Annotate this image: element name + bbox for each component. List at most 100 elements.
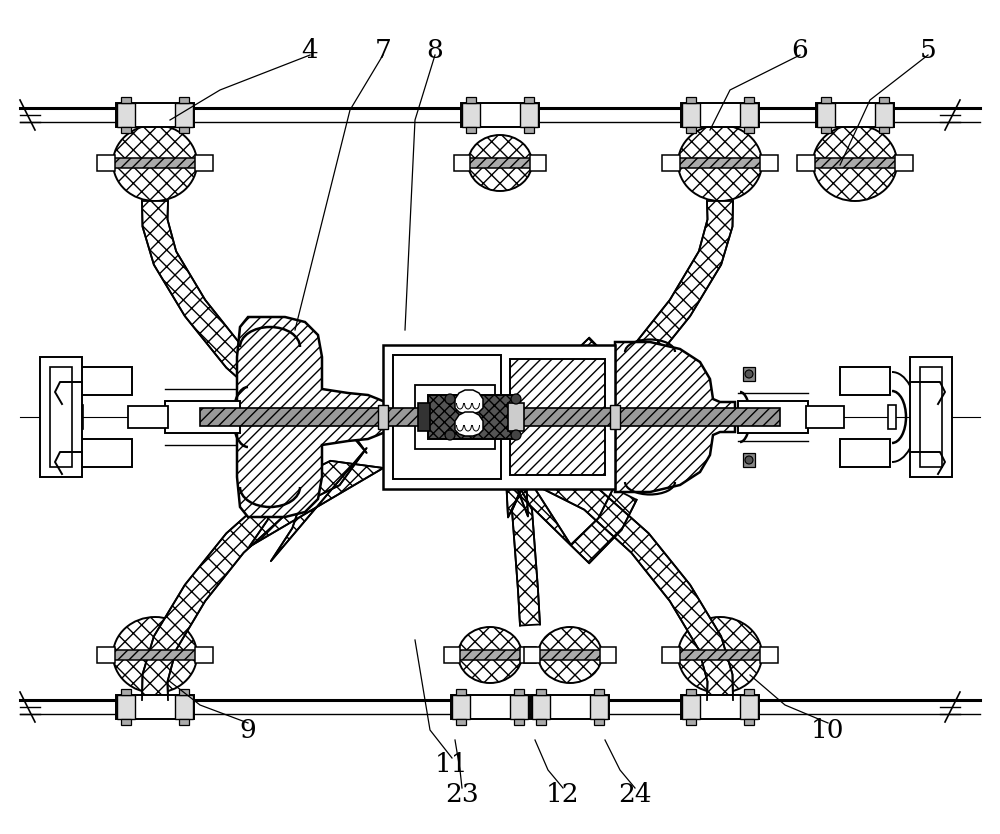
Bar — [895, 155, 913, 171]
Bar — [532, 695, 550, 719]
Bar — [524, 127, 534, 133]
Text: 12: 12 — [546, 782, 580, 807]
Bar — [910, 357, 952, 477]
Bar — [175, 103, 193, 127]
Text: 4: 4 — [302, 38, 318, 63]
Bar — [40, 357, 82, 477]
Bar — [520, 647, 536, 663]
Bar — [536, 719, 546, 725]
Circle shape — [745, 456, 753, 464]
Bar — [594, 719, 604, 725]
Bar — [738, 401, 808, 433]
Bar — [428, 395, 516, 439]
Bar — [514, 719, 524, 725]
Bar — [817, 103, 835, 127]
Bar — [536, 689, 546, 695]
Bar — [20, 700, 980, 714]
Bar — [105, 650, 205, 660]
Circle shape — [445, 430, 455, 440]
Bar — [117, 103, 135, 127]
Bar — [744, 689, 754, 695]
Polygon shape — [455, 390, 483, 414]
Bar — [840, 439, 890, 467]
Bar — [383, 345, 615, 489]
Text: 6: 6 — [792, 38, 808, 63]
Bar — [662, 155, 680, 171]
Bar — [121, 689, 131, 695]
Bar — [806, 406, 844, 428]
Ellipse shape — [678, 617, 762, 693]
Bar — [195, 647, 213, 663]
Bar — [456, 719, 466, 725]
Circle shape — [511, 394, 521, 404]
Bar — [879, 127, 889, 133]
Ellipse shape — [113, 125, 197, 201]
Bar — [444, 647, 460, 663]
Bar — [740, 103, 758, 127]
Bar — [524, 97, 534, 103]
Bar — [686, 719, 696, 725]
Bar — [686, 127, 696, 133]
Bar — [816, 103, 894, 127]
Bar — [97, 647, 115, 663]
Bar — [531, 695, 609, 719]
Bar — [50, 367, 72, 467]
Bar — [530, 155, 546, 171]
Bar — [681, 103, 759, 127]
Polygon shape — [237, 317, 385, 517]
Bar — [743, 367, 755, 381]
Ellipse shape — [678, 125, 762, 201]
Polygon shape — [615, 342, 735, 492]
Bar — [760, 647, 778, 663]
Bar — [415, 385, 495, 449]
Bar — [594, 689, 604, 695]
Bar — [879, 97, 889, 103]
Bar — [681, 695, 759, 719]
Circle shape — [445, 394, 455, 404]
Bar — [117, 695, 135, 719]
Bar — [840, 367, 890, 395]
Bar — [121, 719, 131, 725]
Bar — [452, 650, 528, 660]
Ellipse shape — [813, 125, 897, 201]
Polygon shape — [142, 448, 383, 700]
Ellipse shape — [458, 627, 522, 683]
Bar — [451, 695, 529, 719]
Ellipse shape — [113, 617, 197, 693]
Bar — [175, 695, 193, 719]
Bar — [378, 405, 388, 429]
Bar — [662, 647, 680, 663]
Text: 9: 9 — [240, 717, 256, 742]
Bar — [610, 405, 620, 429]
Text: 7: 7 — [375, 38, 391, 63]
Bar — [510, 359, 605, 475]
Bar — [466, 127, 476, 133]
Bar — [75, 405, 83, 429]
Polygon shape — [490, 201, 733, 451]
Bar — [461, 103, 539, 127]
Bar — [514, 689, 524, 695]
Bar — [195, 155, 213, 171]
Bar — [462, 103, 480, 127]
Bar — [418, 403, 430, 431]
Bar — [797, 155, 815, 171]
Bar — [524, 647, 540, 663]
Circle shape — [511, 430, 521, 440]
Bar — [105, 158, 205, 168]
Bar — [165, 401, 240, 433]
Bar — [744, 127, 754, 133]
Bar — [80, 439, 132, 467]
Bar — [821, 127, 831, 133]
Bar — [670, 158, 770, 168]
Ellipse shape — [468, 135, 532, 191]
Bar — [510, 695, 528, 719]
Bar — [508, 403, 524, 431]
Bar — [682, 103, 700, 127]
Bar — [600, 647, 616, 663]
Text: 11: 11 — [435, 752, 469, 777]
Bar — [888, 405, 896, 429]
Bar — [116, 103, 194, 127]
Bar — [200, 408, 780, 426]
Bar — [682, 695, 700, 719]
Bar — [462, 158, 538, 168]
